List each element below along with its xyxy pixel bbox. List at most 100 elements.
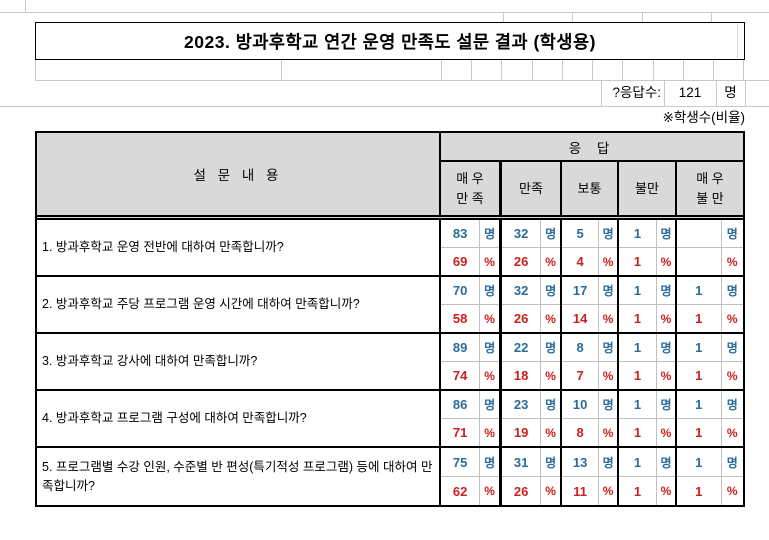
count-value: 5 (576, 226, 584, 241)
percent-unit: % (598, 362, 617, 389)
percent-value: 1 (633, 483, 642, 499)
percent-unit: % (540, 362, 560, 389)
question-header: 설 문 내 용 (37, 133, 441, 215)
table-row: 2. 방과후학교 주당 프로그램 운영 시간에 대하여 만족합니까? 70 명 5… (37, 277, 743, 334)
count-unit: 명 (479, 334, 499, 361)
gridline (35, 60, 36, 80)
answer-cell: 13 명 11% (560, 448, 617, 505)
gridline (642, 12, 643, 22)
percent-value: 1 (633, 368, 642, 383)
count-value: 32 (513, 226, 529, 241)
percent-value: 1 (695, 368, 703, 383)
percent-value: 1 (695, 425, 703, 440)
col-header-very-satisfied: 매 우 만 족 (441, 162, 499, 215)
percent-unit: % (598, 248, 617, 275)
answer-cell: 86 명 71% (441, 391, 499, 446)
respondents-label: ?응답수: (612, 85, 661, 100)
count-unit: 명 (655, 448, 675, 476)
gridline (716, 80, 717, 106)
count-unit: 명 (479, 448, 499, 476)
count-unit: 명 (720, 448, 743, 476)
col-header-line: 매 우 (456, 171, 484, 186)
gridline (683, 60, 684, 80)
column-headers: 매 우 만 족 만족 보통 불만 (441, 162, 743, 215)
percent-unit: % (720, 305, 743, 332)
count-unit: 명 (598, 277, 617, 304)
gridline (532, 60, 533, 80)
table-row: 3. 방과후학교 강사에 대하여 만족합니까? 89 명 74% 22 명 18% … (37, 334, 743, 391)
percent-unit: % (598, 305, 617, 332)
count-unit: 명 (540, 334, 560, 361)
count-unit: 명 (720, 220, 743, 247)
percent-unit: % (479, 248, 499, 275)
count-value: 89 (452, 340, 468, 355)
percent-value: 1 (633, 311, 642, 326)
table-row: 5. 프로그램별 수강 인원, 수준별 반 편성(특기적성 프로그램) 등에 대… (37, 448, 743, 505)
col-header-very-dissatisfied: 매 우 불 만 (675, 162, 743, 215)
percent-value: 19 (513, 425, 529, 440)
percent-value: 1 (695, 311, 703, 326)
col-header-line: 보통 (577, 180, 602, 196)
gridline (25, 0, 26, 12)
count-value: 23 (513, 397, 529, 412)
count-value: 1 (633, 283, 642, 298)
count-unit: 명 (655, 334, 675, 361)
count-value: 22 (513, 340, 529, 355)
col-header-line: 만 족 (456, 190, 484, 206)
count-value: 83 (452, 226, 468, 241)
gridline (592, 60, 593, 80)
percent-value: 8 (576, 425, 584, 440)
answer-cell: 31 명 26% (499, 448, 560, 505)
count-unit: 명 (479, 277, 499, 304)
count-unit: 명 (655, 220, 675, 247)
answer-cell: 89 명 74% (441, 334, 499, 389)
gridline (503, 12, 504, 22)
count-unit: 명 (655, 391, 675, 418)
gridline (572, 12, 573, 22)
count-value: 32 (513, 283, 529, 298)
percent-value: 1 (633, 425, 642, 440)
gridline (0, 12, 769, 13)
gridline (562, 60, 563, 80)
percent-unit: % (479, 419, 499, 446)
percent-value: 26 (513, 254, 529, 269)
gridline (743, 60, 744, 80)
percent-unit: % (655, 248, 675, 275)
question-cell: 3. 방과후학교 강사에 대하여 만족합니까? (37, 334, 441, 389)
respondents-value: 121 (678, 85, 702, 100)
count-value: 13 (572, 454, 588, 470)
count-value: 1 (695, 397, 703, 412)
student-ratio-note: ※학생수(비율) (662, 110, 745, 125)
percent-unit: % (655, 305, 675, 332)
table-row: 1. 방과후학교 운영 전반에 대하여 만족합니까? 83 명 69% 32 명 2… (37, 220, 743, 277)
count-value: 1 (695, 454, 703, 470)
gridline (0, 106, 769, 107)
count-unit: 명 (655, 277, 675, 304)
response-header: 응 답 (441, 133, 743, 162)
title-box: 2023. 방과후학교 연간 운영 만족도 설문 결과 (학생용) (35, 22, 745, 60)
question-cell: 2. 방과후학교 주당 프로그램 운영 시간에 대하여 만족합니까? (37, 277, 441, 332)
answer-cell: 22 명 18% (499, 334, 560, 389)
percent-unit: % (540, 477, 560, 505)
gridline (281, 60, 282, 80)
gridline (713, 60, 714, 80)
percent-unit: % (720, 477, 743, 505)
gridline (601, 80, 602, 106)
count-unit: 명 (540, 220, 560, 247)
gridline (471, 60, 472, 80)
gridline (501, 60, 502, 80)
answer-cell: 17 명 14% (560, 277, 617, 332)
percent-value: 1 (633, 254, 642, 269)
percent-unit: % (479, 477, 499, 505)
percent-value: 11 (573, 483, 588, 499)
percent-value: 58 (452, 311, 468, 326)
